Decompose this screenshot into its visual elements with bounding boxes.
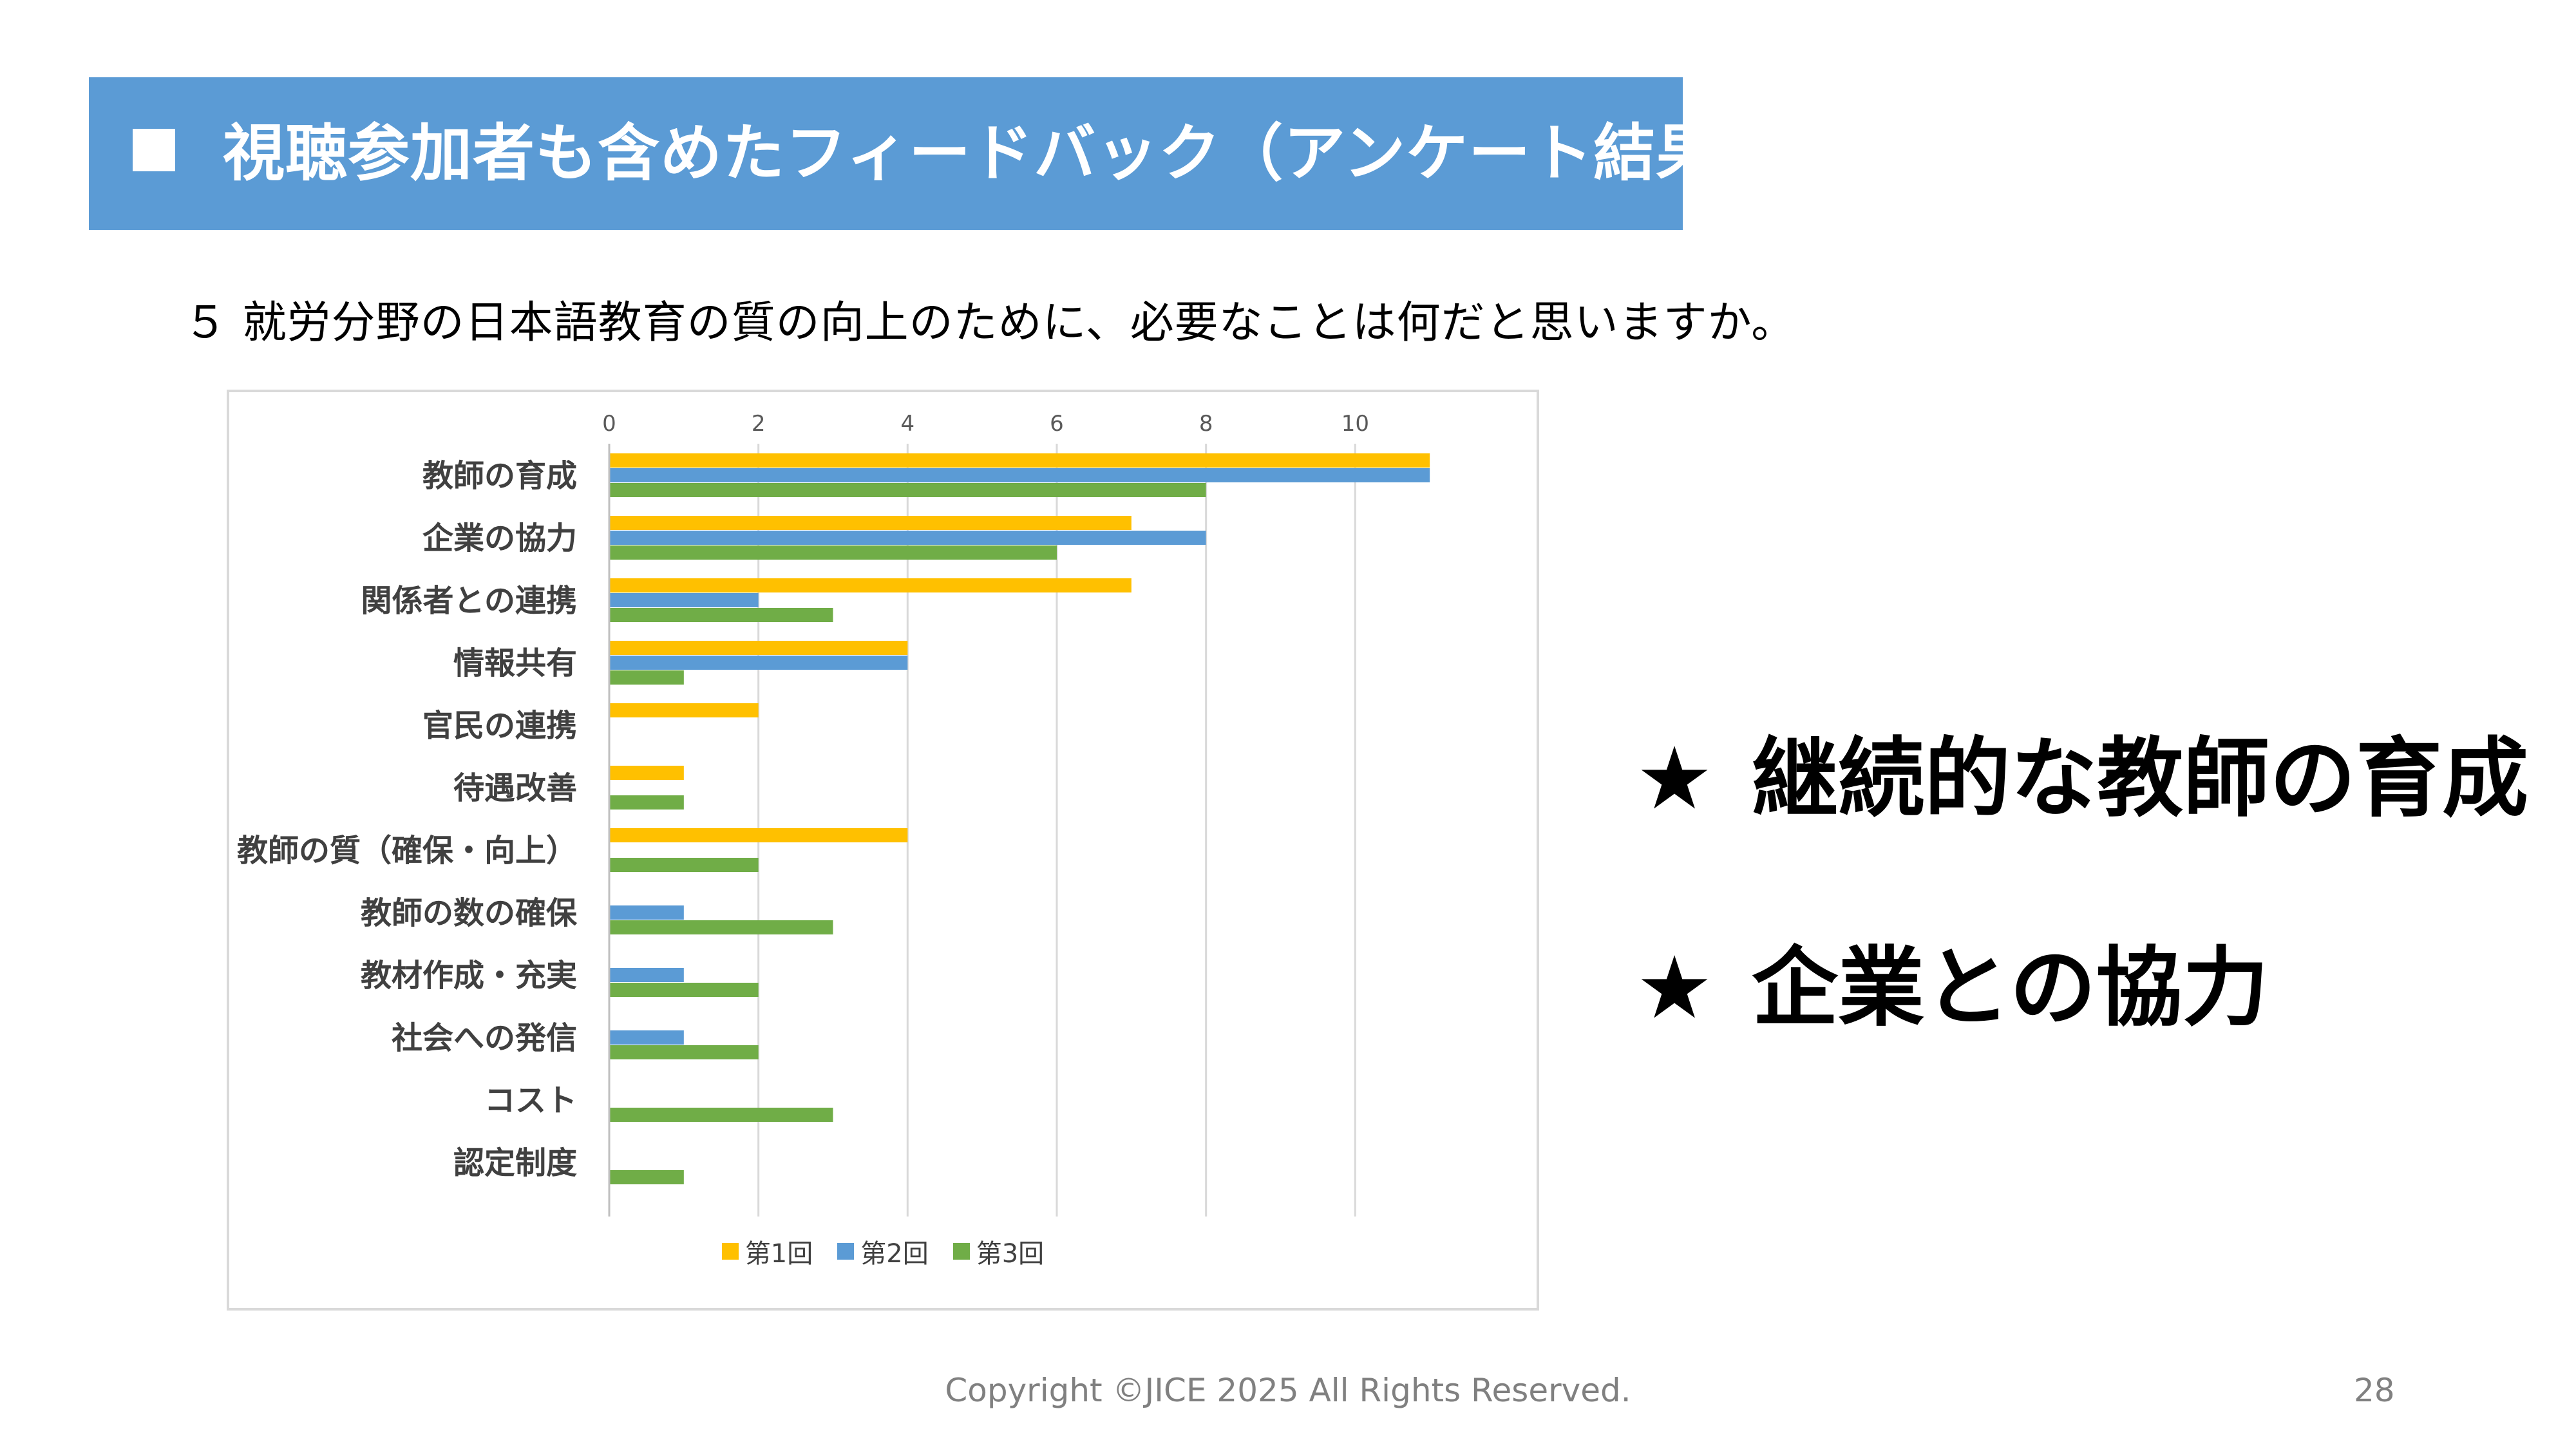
x-tick-label: 10: [1341, 411, 1369, 437]
highlight-text: 企業との協力: [1752, 938, 2269, 1038]
category-label: 教師の育成: [422, 458, 577, 494]
x-tick-label: 8: [1199, 411, 1213, 437]
highlight-1: ★ 継続的な教師の育成: [1636, 708, 2528, 833]
copyright-text: Copyright ©JICE 2025 All Rights Reserved…: [945, 1372, 1631, 1409]
bar: [609, 641, 908, 655]
title-banner: 視聴参加者も含めたフィードバック（アンケート結果）: [89, 77, 1780, 230]
bar: [609, 656, 908, 670]
bar: [609, 795, 684, 810]
page-number: 28: [2354, 1372, 2395, 1409]
legend-swatch: [837, 1243, 855, 1260]
category-label: 教師の数の確保: [361, 895, 578, 931]
bar: [609, 905, 684, 920]
highlight-text: 継続的な教師の育成: [1752, 728, 2529, 829]
bar: [609, 828, 908, 842]
category-label: 教師の質（確保・向上）: [237, 833, 577, 869]
page-title: 視聴参加者も含めたフィードバック（アンケート結果）: [223, 117, 1781, 189]
bar: [609, 1045, 759, 1059]
bar: [609, 1108, 833, 1122]
highlight-2: ★ 企業との協力: [1636, 918, 2269, 1043]
category-label: 認定制度: [453, 1145, 577, 1181]
category-label: 社会への発信: [392, 1020, 577, 1056]
bar: [609, 920, 833, 934]
star-icon: ★: [1636, 728, 1714, 829]
x-tick-label: 4: [901, 411, 915, 437]
category-label: 官民の連携: [422, 708, 577, 744]
x-tick-label: 6: [1050, 411, 1064, 437]
legend-item: 第1回: [721, 1233, 813, 1270]
legend-item: 第2回: [837, 1233, 929, 1270]
bar: [609, 1170, 684, 1184]
x-tick-label: 2: [752, 411, 766, 437]
survey-question: ５ 就労分野の日本語教育の質の向上のために、必要なことは何だと思いますか。: [184, 298, 1796, 348]
bar: [609, 766, 684, 780]
bar: [609, 1030, 684, 1045]
square-icon: [133, 129, 175, 171]
legend-label: 第2回: [860, 1239, 929, 1269]
chart-plot: 0 2 4 6 8 10 教師の育成企業の協力関係者との連携情報共有官民の連携待遇改善教師の…: [237, 411, 1430, 1217]
bar: [609, 703, 759, 717]
chart-legend: 第1回 第2回 第3回: [229, 1233, 1537, 1270]
bar: [609, 593, 759, 607]
category-label: 教材作成・充実: [361, 958, 577, 994]
bar: [609, 483, 1206, 497]
bar: [609, 516, 1132, 530]
bar: [609, 468, 1430, 482]
legend-swatch: [721, 1243, 739, 1260]
category-label: 待遇改善: [453, 770, 577, 806]
category-label: 関係者との連携: [361, 583, 577, 619]
bar: [609, 670, 684, 685]
bar: [609, 983, 759, 997]
bar: [609, 858, 759, 872]
category-label: 情報共有: [453, 645, 577, 681]
bar: [609, 968, 684, 982]
bar: [609, 531, 1206, 545]
bar-chart: 0 2 4 6 8 10 教師の育成企業の協力関係者との連携情報共有官民の連携待遇改善教師の…: [227, 390, 1539, 1311]
legend-label: 第1回: [744, 1239, 813, 1269]
category-label: 企業の協力: [422, 520, 577, 556]
category-label: コスト: [484, 1083, 577, 1119]
bar: [609, 608, 833, 622]
bar: [609, 453, 1430, 468]
bar: [609, 578, 1132, 592]
x-tick-label: 0: [602, 411, 616, 437]
star-icon: ★: [1636, 938, 1714, 1038]
legend-item: 第3回: [952, 1233, 1045, 1270]
legend-swatch: [952, 1243, 970, 1260]
bar: [609, 545, 1057, 560]
legend-label: 第3回: [976, 1239, 1045, 1269]
